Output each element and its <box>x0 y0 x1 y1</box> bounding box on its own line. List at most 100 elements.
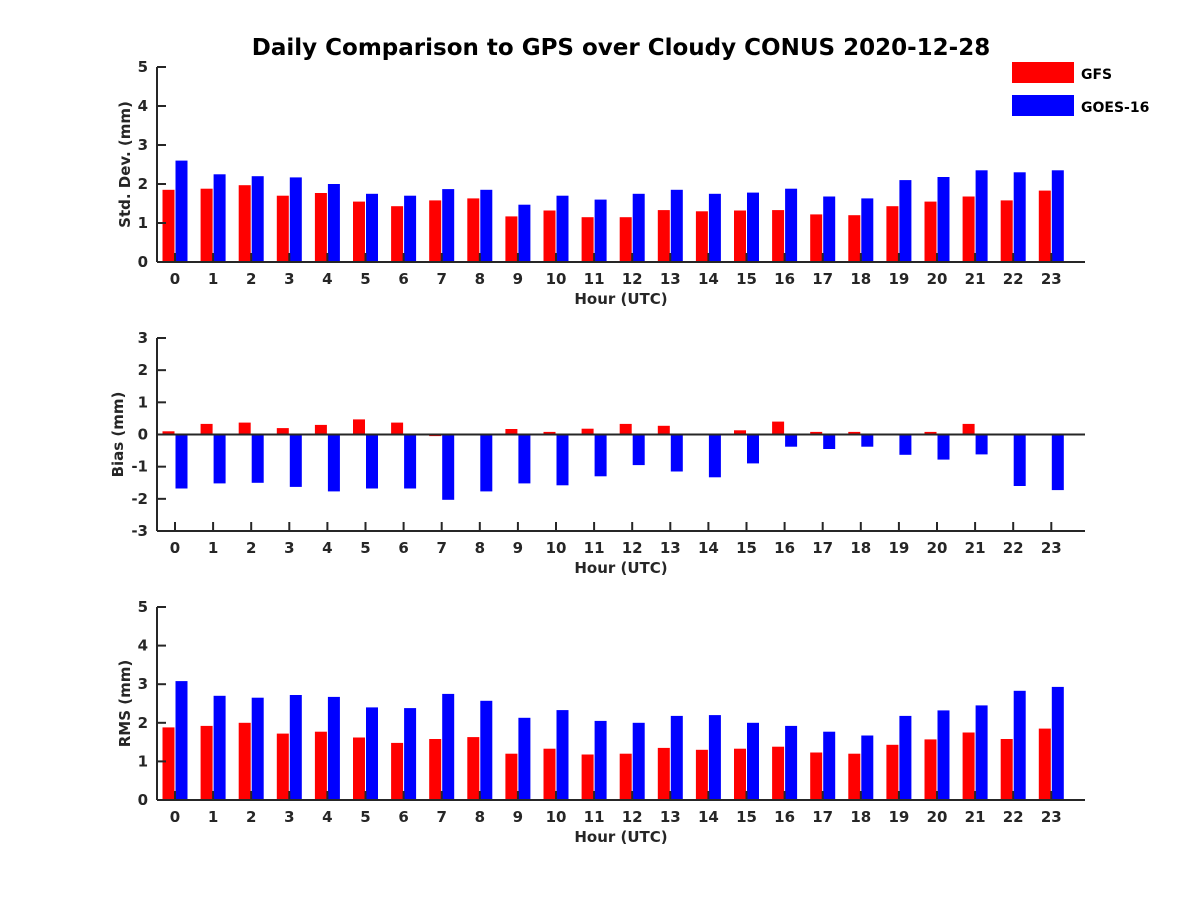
std-bar-gfs-7 <box>429 200 442 262</box>
rms-xtick-label: 19 <box>888 808 909 826</box>
std-xtick-label: 13 <box>660 270 681 288</box>
bias-ytick-label: 0 <box>138 426 148 444</box>
bias-xtick-label: 6 <box>398 539 408 557</box>
bias-bar-goes16-17 <box>823 434 836 449</box>
rms-bar-goes16-19 <box>899 715 912 800</box>
std-xtick-label: 17 <box>812 270 833 288</box>
bias-bar-gfs-18 <box>848 431 861 435</box>
rms-xtick-label: 7 <box>436 808 446 826</box>
rms-xtick-label: 2 <box>246 808 256 826</box>
std-bar-goes16-6 <box>404 195 417 262</box>
rms-xtick-label: 23 <box>1041 808 1062 826</box>
rms-xtick-label: 4 <box>322 808 332 826</box>
rms-bar-gfs-9 <box>505 753 518 800</box>
rms-bar-gfs-20 <box>924 739 937 800</box>
bias-bar-goes16-10 <box>556 434 569 486</box>
rms-bar-goes16-22 <box>1013 690 1026 800</box>
std-xtick-label: 11 <box>584 270 605 288</box>
rms-bar-gfs-19 <box>886 744 899 800</box>
chart-legend: GFS GOES-16 <box>1012 62 1149 116</box>
std-bar-gfs-19 <box>886 206 899 262</box>
rms-ytick-label: 2 <box>138 714 148 732</box>
bias-bar-goes16-2 <box>251 434 264 483</box>
bias-ytick-label: 2 <box>138 361 148 379</box>
chart-title: Daily Comparison to GPS over Cloudy CONU… <box>252 35 990 61</box>
rms-bar-goes16-10 <box>556 710 569 800</box>
rms-bar-goes16-18 <box>861 735 874 800</box>
std-bar-gfs-8 <box>467 198 480 262</box>
bias-xtick-label: 1 <box>208 539 218 557</box>
legend-swatch-gfs <box>1012 62 1074 83</box>
std-bar-goes16-23 <box>1051 170 1064 262</box>
rms-bar-gfs-0 <box>162 727 175 800</box>
bias-bar-goes16-14 <box>708 434 721 478</box>
std-xtick-label: 9 <box>513 270 523 288</box>
bias-bar-gfs-20 <box>924 431 937 435</box>
std-xtick-label: 18 <box>850 270 871 288</box>
rms-bar-goes16-6 <box>404 708 417 800</box>
bias-bar-gfs-9 <box>505 429 518 435</box>
rms-bar-gfs-8 <box>467 737 480 800</box>
bias-bar-goes16-21 <box>975 434 988 455</box>
std-ytick-label: 5 <box>138 58 148 76</box>
rms-xtick-label: 1 <box>208 808 218 826</box>
std-bar-gfs-18 <box>848 215 861 262</box>
rms-bar-gfs-1 <box>200 725 213 800</box>
rms-ylabel: RMS (mm) <box>116 660 134 747</box>
std-bar-goes16-18 <box>861 198 874 262</box>
rms-xtick-label: 13 <box>660 808 681 826</box>
rms-xtick-label: 11 <box>584 808 605 826</box>
legend-swatch-goes16 <box>1012 95 1074 116</box>
bias-bar-goes16-11 <box>594 434 607 477</box>
std-bar-goes16-9 <box>518 204 531 262</box>
rms-bar-goes16-21 <box>975 705 988 800</box>
std-xtick-label: 20 <box>927 270 948 288</box>
rms-bar-goes16-2 <box>251 697 264 800</box>
bias-xtick-label: 9 <box>513 539 523 557</box>
rms-bar-gfs-22 <box>1000 739 1013 800</box>
std-xtick-label: 12 <box>622 270 643 288</box>
bias-xtick-label: 23 <box>1041 539 1062 557</box>
rms-xtick-label: 5 <box>360 808 370 826</box>
legend-label-goes16: GOES-16 <box>1081 100 1149 116</box>
bias-xtick-label: 20 <box>927 539 948 557</box>
bias-bar-gfs-15 <box>734 430 746 435</box>
std-bar-goes16-20 <box>937 177 950 262</box>
rms-bar-gfs-6 <box>391 742 404 800</box>
rms-bar-goes16-12 <box>632 722 645 800</box>
rms-bar-goes16-16 <box>785 725 798 800</box>
rms-bar-gfs-15 <box>734 748 746 800</box>
rms-bar-goes16-23 <box>1051 686 1064 800</box>
std-bar-gfs-0 <box>162 189 175 262</box>
rms-bar-gfs-17 <box>810 752 823 800</box>
legend-label-gfs: GFS <box>1081 67 1112 83</box>
std-bar-gfs-22 <box>1000 200 1013 262</box>
bias-bar-gfs-0 <box>162 431 175 435</box>
std-bar-gfs-12 <box>619 217 632 262</box>
bias-bar-gfs-5 <box>353 419 365 435</box>
rms-bar-gfs-10 <box>543 748 556 800</box>
std-xtick-label: 0 <box>170 270 180 288</box>
rms-xtick-label: 17 <box>812 808 833 826</box>
std-xtick-label: 14 <box>698 270 719 288</box>
rms-bar-goes16-13 <box>670 715 683 800</box>
bias-bar-goes16-22 <box>1013 434 1026 486</box>
std-bar-goes16-12 <box>632 193 645 263</box>
rms-xtick-label: 3 <box>284 808 294 826</box>
std-bar-gfs-21 <box>962 196 975 262</box>
rms-bar-goes16-5 <box>366 707 378 800</box>
bias-xtick-label: 21 <box>965 539 986 557</box>
std-bar-gfs-1 <box>200 188 213 262</box>
std-xtick-label: 16 <box>774 270 795 288</box>
std-bar-gfs-5 <box>353 201 365 262</box>
bias-bar-gfs-11 <box>581 428 594 435</box>
bias-bar-goes16-1 <box>213 434 226 484</box>
std-bar-goes16-8 <box>480 189 493 262</box>
bias-bar-gfs-6 <box>391 422 404 435</box>
rms-bar-gfs-2 <box>238 722 251 800</box>
rms-bar-goes16-20 <box>937 710 950 800</box>
std-bar-gfs-2 <box>238 185 251 262</box>
